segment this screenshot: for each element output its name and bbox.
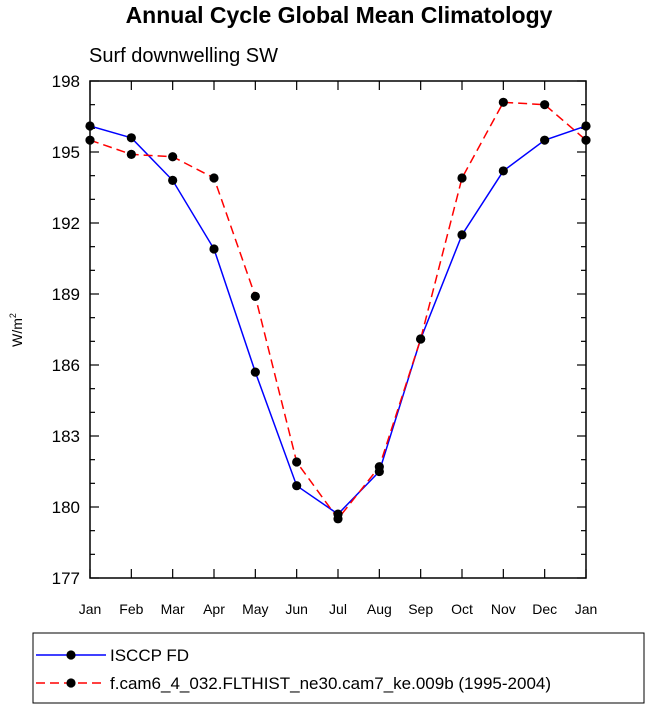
series-1-point [85, 121, 95, 131]
y-tick-label: 195 [52, 143, 80, 162]
series-2-point [374, 462, 384, 472]
series-2-point [416, 334, 426, 344]
series-2-point [168, 152, 178, 162]
x-tick-label: Dec [532, 601, 557, 617]
y-axis-label: W/m2 [8, 313, 25, 347]
series-1-point [540, 135, 550, 145]
series-1-point [250, 367, 260, 377]
series-1-point [457, 230, 467, 240]
x-axis-ticks: Jan Feb Mar Apr May Jun Jul Aug Sep Oct Nov Dec Jan [79, 81, 598, 617]
x-tick-label: Feb [119, 601, 143, 617]
chart-title: Annual Cycle Global Mean Climatology [126, 2, 553, 28]
series-2-point [333, 514, 343, 524]
legend-marker-2 [66, 678, 76, 688]
legend: ISCCP FD f.cam6_4_032.FLTHIST_ne30.cam7_k… [36, 646, 551, 693]
y-tick-label: 192 [52, 214, 80, 233]
series-2-point [126, 149, 136, 159]
x-tick-label: Mar [161, 601, 185, 617]
y-tick-label: 186 [52, 356, 80, 375]
series-1-point [498, 166, 508, 176]
x-tick-label: Aug [367, 601, 392, 617]
series-1-point [168, 175, 178, 185]
x-tick-label: Jan [79, 601, 102, 617]
series-2-point [250, 291, 260, 301]
series-2-point [292, 457, 302, 467]
y-tick-label: 183 [52, 427, 80, 446]
chart-subtitle: Surf downwelling SW [89, 45, 278, 67]
series-1-point [126, 133, 136, 143]
x-tick-label: Sep [408, 601, 433, 617]
series-layer [85, 97, 591, 524]
x-tick-label: Oct [451, 601, 473, 617]
legend-box [32, 632, 645, 704]
series-2-point [581, 135, 591, 145]
series-1-point [209, 244, 219, 254]
y-tick-label: 189 [52, 285, 80, 304]
y-tick-label: 177 [52, 569, 80, 588]
x-tick-label: Jun [285, 601, 308, 617]
series-line-1 [89, 125, 587, 516]
x-tick-label: Jul [329, 601, 347, 617]
y-axis-ticks: 177 180 183 186 189 192 195 198 [52, 72, 586, 588]
x-tick-label: Nov [491, 601, 516, 617]
series-1-point [292, 481, 302, 491]
y-axis-label-text: W/m2 [8, 313, 25, 347]
series-2-point [209, 173, 219, 183]
legend-label-2: f.cam6_4_032.FLTHIST_ne30.cam7_ke.009b (… [110, 674, 551, 693]
x-tick-label: May [242, 601, 268, 617]
series-2-point [540, 100, 550, 110]
series-2-point [457, 173, 467, 183]
y-tick-label: 198 [52, 72, 80, 91]
legend-marker-1 [66, 650, 76, 660]
legend-label-1: ISCCP FD [110, 646, 189, 665]
series-1-point [581, 121, 591, 131]
y-axis-label-unit: W/m [9, 318, 25, 347]
series-2-point [498, 97, 508, 107]
y-axis-label-superscript: 2 [8, 313, 18, 318]
y-tick-label: 180 [52, 498, 80, 517]
series-2-point [85, 135, 95, 145]
x-tick-label: Jan [575, 601, 598, 617]
x-tick-label: Apr [203, 601, 225, 617]
